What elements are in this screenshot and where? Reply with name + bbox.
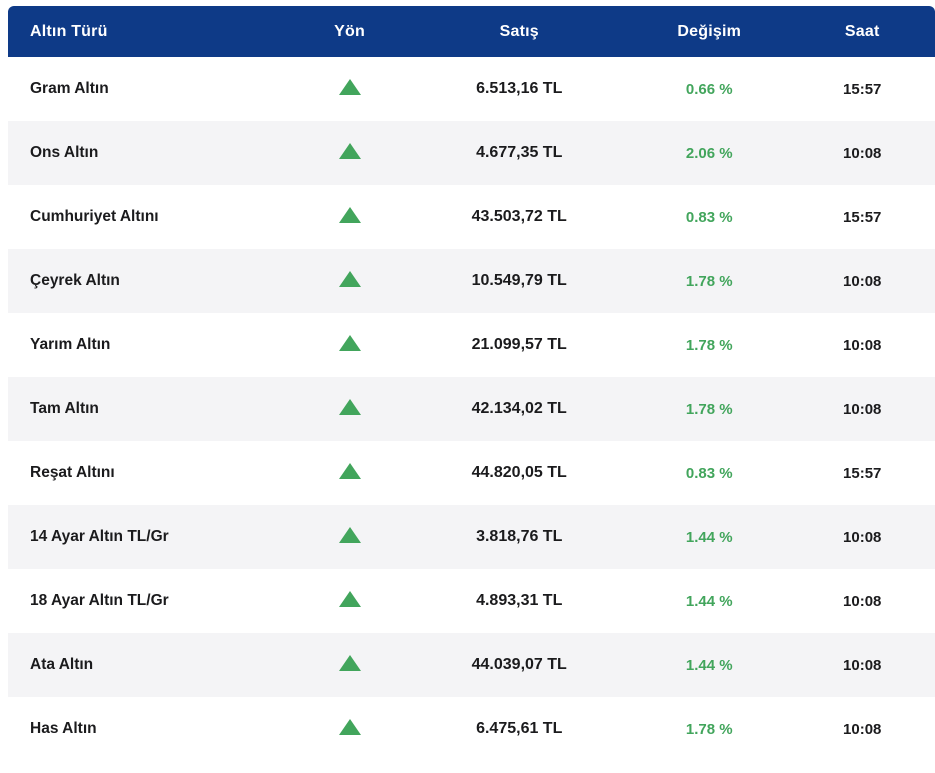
direction-cell — [290, 57, 410, 121]
table-row[interactable]: Çeyrek Altın 10.549,79 TL 1.78 % 10:08 — [8, 249, 935, 313]
direction-cell — [289, 505, 410, 569]
change-percent-cell: 1.78 % — [685, 336, 733, 354]
table-header: Altın Türü Yön Satış Değişim Saat — [8, 6, 935, 57]
up-triangle-icon — [338, 526, 361, 543]
direction-cell — [290, 185, 410, 249]
up-triangle-icon — [338, 654, 361, 671]
gold-type-cell: Tam Altın — [8, 377, 290, 441]
change-percent-cell: 2.06 % — [629, 121, 790, 185]
price-cell: 6.475,61 TL — [476, 720, 563, 737]
change-percent-cell: 1.78 % — [629, 249, 790, 313]
time-cell: 10:08 — [843, 336, 882, 354]
time-cell: 10:08 — [789, 505, 935, 569]
time-cell: 10:08 — [789, 633, 935, 697]
gold-type-cell: 14 Ayar Altın TL/Gr — [8, 505, 290, 569]
time-cell: 10:08 — [843, 592, 882, 610]
direction-cell — [289, 249, 410, 313]
header-change: Değişim — [629, 6, 790, 57]
table-row[interactable]: 18 Ayar Altın TL/Gr 4.893,31 TL 1.44 % 10:0… — [8, 569, 935, 633]
gold-type-cell: Ons Altın — [8, 121, 290, 185]
gold-type-cell: Has Altın — [30, 720, 97, 737]
price-cell: 43.503,72 TL — [471, 208, 567, 225]
gold-type-cell: Çeyrek Altın — [8, 249, 290, 313]
gold-prices-table-container: Altın Türü Yön Satış Değişim Saat Gram A… — [8, 6, 935, 761]
table-row[interactable]: Has Altın 6.475,61 TL 1.78 % 10:08 — [8, 697, 935, 761]
price-cell: 21.099,57 TL — [471, 336, 567, 353]
change-percent-cell: 0.66 % — [685, 80, 733, 98]
direction-cell — [290, 441, 410, 505]
change-percent-cell: 1.78 % — [629, 377, 790, 441]
time-cell: 10:08 — [789, 249, 935, 313]
table-row[interactable]: Tam Altın 42.134,02 TL 1.78 % 10:08 — [8, 377, 935, 441]
header-gold-type: Altın Türü — [8, 6, 290, 57]
change-percent-cell: 1.44 % — [685, 592, 733, 610]
change-percent-cell: 1.44 % — [629, 633, 790, 697]
direction-cell — [290, 697, 410, 761]
header-time: Saat — [789, 6, 935, 57]
price-cell: 10.549,79 TL — [409, 249, 630, 313]
gold-type-cell: Gram Altın — [30, 80, 109, 97]
table-row[interactable]: Ata Altın 44.039,07 TL 1.44 % 10:08 — [8, 633, 935, 697]
direction-cell — [289, 633, 410, 697]
price-cell: 42.134,02 TL — [409, 377, 630, 441]
table-row[interactable]: 14 Ayar Altın TL/Gr 3.818,76 TL 1.44 % 10:0… — [8, 505, 935, 569]
change-percent-cell: 1.78 % — [685, 720, 733, 738]
direction-cell — [289, 377, 410, 441]
gold-type-cell: Ata Altın — [8, 633, 290, 697]
time-cell: 10:08 — [843, 720, 882, 738]
price-cell: 3.818,76 TL — [409, 505, 630, 569]
price-cell: 4.677,35 TL — [409, 121, 630, 185]
price-cell: 44.039,07 TL — [409, 633, 630, 697]
gold-type-cell: Reşat Altını — [30, 464, 115, 481]
time-cell: 15:57 — [843, 464, 882, 482]
change-percent-cell: 1.44 % — [629, 505, 790, 569]
change-percent-cell: 0.83 % — [685, 464, 733, 482]
change-percent-cell: 0.83 % — [685, 208, 733, 226]
header-direction: Yön — [289, 6, 410, 57]
direction-cell — [290, 569, 410, 633]
price-cell: 44.820,05 TL — [471, 464, 567, 481]
time-cell: 10:08 — [789, 121, 935, 185]
up-triangle-icon — [338, 590, 361, 607]
price-cell: 4.893,31 TL — [476, 592, 563, 609]
table-row[interactable]: Ons Altın 4.677,35 TL 2.06 % 10:08 — [8, 121, 935, 185]
gold-type-cell: Yarım Altın — [30, 336, 111, 353]
direction-cell — [289, 121, 410, 185]
table-row[interactable]: Yarım Altın 21.099,57 TL 1.78 % 10:08 — [8, 313, 935, 377]
gold-type-cell: 18 Ayar Altın TL/Gr — [30, 592, 169, 609]
up-triangle-icon — [338, 398, 361, 415]
price-cell: 6.513,16 TL — [476, 80, 563, 97]
up-triangle-icon — [338, 142, 361, 159]
table-row[interactable]: Cumhuriyet Altını 43.503,72 TL 0.83 % 15:57 — [8, 185, 935, 249]
time-cell: 10:08 — [789, 377, 935, 441]
up-triangle-icon — [338, 206, 361, 223]
table-row[interactable]: Gram Altın 6.513,16 TL 0.66 % 15:57 — [8, 57, 935, 121]
gold-prices-table: Altın Türü Yön Satış Değişim Saat Gram A… — [8, 6, 935, 761]
up-triangle-icon — [338, 78, 361, 95]
time-cell: 15:57 — [843, 80, 882, 98]
up-triangle-icon — [338, 270, 361, 287]
header-price: Satış — [409, 6, 630, 57]
up-triangle-icon — [338, 462, 361, 479]
up-triangle-icon — [338, 718, 361, 735]
table-row[interactable]: Reşat Altını 44.820,05 TL 0.83 % 15:57 — [8, 441, 935, 505]
direction-cell — [290, 313, 410, 377]
time-cell: 15:57 — [843, 208, 882, 226]
table-body: Gram Altın 6.513,16 TL 0.66 % 15:57 Ons Altı… — [8, 57, 935, 761]
gold-type-cell: Cumhuriyet Altını — [30, 208, 159, 225]
up-triangle-icon — [338, 334, 361, 351]
